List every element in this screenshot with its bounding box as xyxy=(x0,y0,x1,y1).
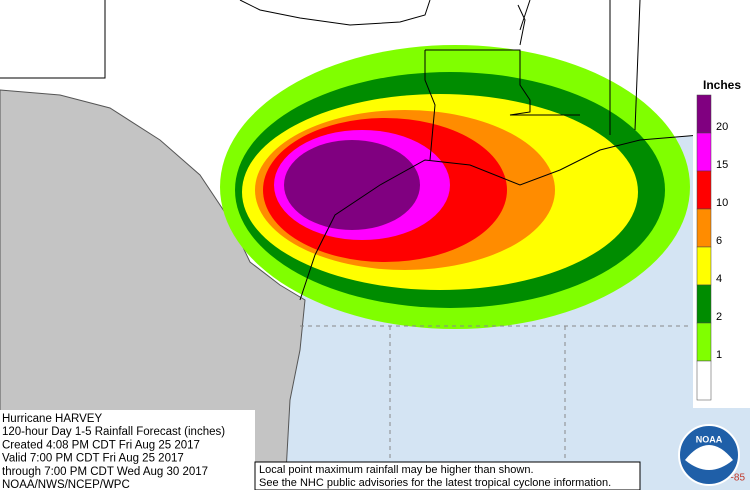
legend-swatch xyxy=(696,284,712,324)
legend-swatch xyxy=(696,94,712,134)
legend-swatch xyxy=(696,360,712,401)
title-line: Created 4:08 PM CDT Fri Aug 25 2017 xyxy=(2,439,200,451)
legend-label: 10 xyxy=(716,197,728,209)
disclaimer-line: Local point maximum rainfall may be high… xyxy=(259,464,534,476)
rainfall-area xyxy=(284,140,420,230)
border xyxy=(517,4,526,46)
rainfall-areas xyxy=(220,45,690,329)
border xyxy=(239,0,431,26)
borders xyxy=(0,0,701,301)
legend: 20 15 10 6 4 2 1 xyxy=(696,94,728,401)
legend-label: 6 xyxy=(716,235,722,247)
title-line: through 7:00 PM CDT Wed Aug 30 2017 xyxy=(2,466,208,478)
title-line: 120-hour Day 1-5 Rainfall Forecast (inch… xyxy=(2,426,225,438)
title-box xyxy=(0,410,255,490)
legend-label: 1 xyxy=(716,349,722,361)
legend-label: 2 xyxy=(716,311,722,323)
grid-lines xyxy=(300,325,690,462)
title-line: Valid 7:00 PM CDT Fri Aug 25 2017 xyxy=(2,453,184,465)
border xyxy=(634,0,641,131)
legend-swatch xyxy=(696,170,712,210)
coastline xyxy=(299,134,701,301)
disclaimer-line: See the NHC public advisories for the la… xyxy=(259,477,611,489)
border xyxy=(0,0,106,79)
disclaimer-box xyxy=(254,461,641,491)
legend-swatch xyxy=(696,208,712,248)
title-line: NOAA/NWS/NCEP/WPC xyxy=(2,479,130,490)
legend-label: 15 xyxy=(716,159,728,171)
legend-swatch xyxy=(696,322,712,362)
legend-swatch xyxy=(696,246,712,286)
disclaimer: Local point maximum rainfall may be high… xyxy=(259,464,611,489)
legend-label: 4 xyxy=(716,273,722,285)
legend-label: 20 xyxy=(716,121,728,133)
logo-wave xyxy=(685,445,733,470)
legend-title: Inches xyxy=(703,78,741,92)
border xyxy=(425,49,580,116)
legend-swatch xyxy=(696,132,712,172)
border xyxy=(519,0,531,31)
border xyxy=(424,50,436,161)
corner-label: -85 xyxy=(731,473,746,484)
title-line: Hurricane HARVEY xyxy=(2,413,102,425)
logo-text: NOAA xyxy=(696,434,723,444)
